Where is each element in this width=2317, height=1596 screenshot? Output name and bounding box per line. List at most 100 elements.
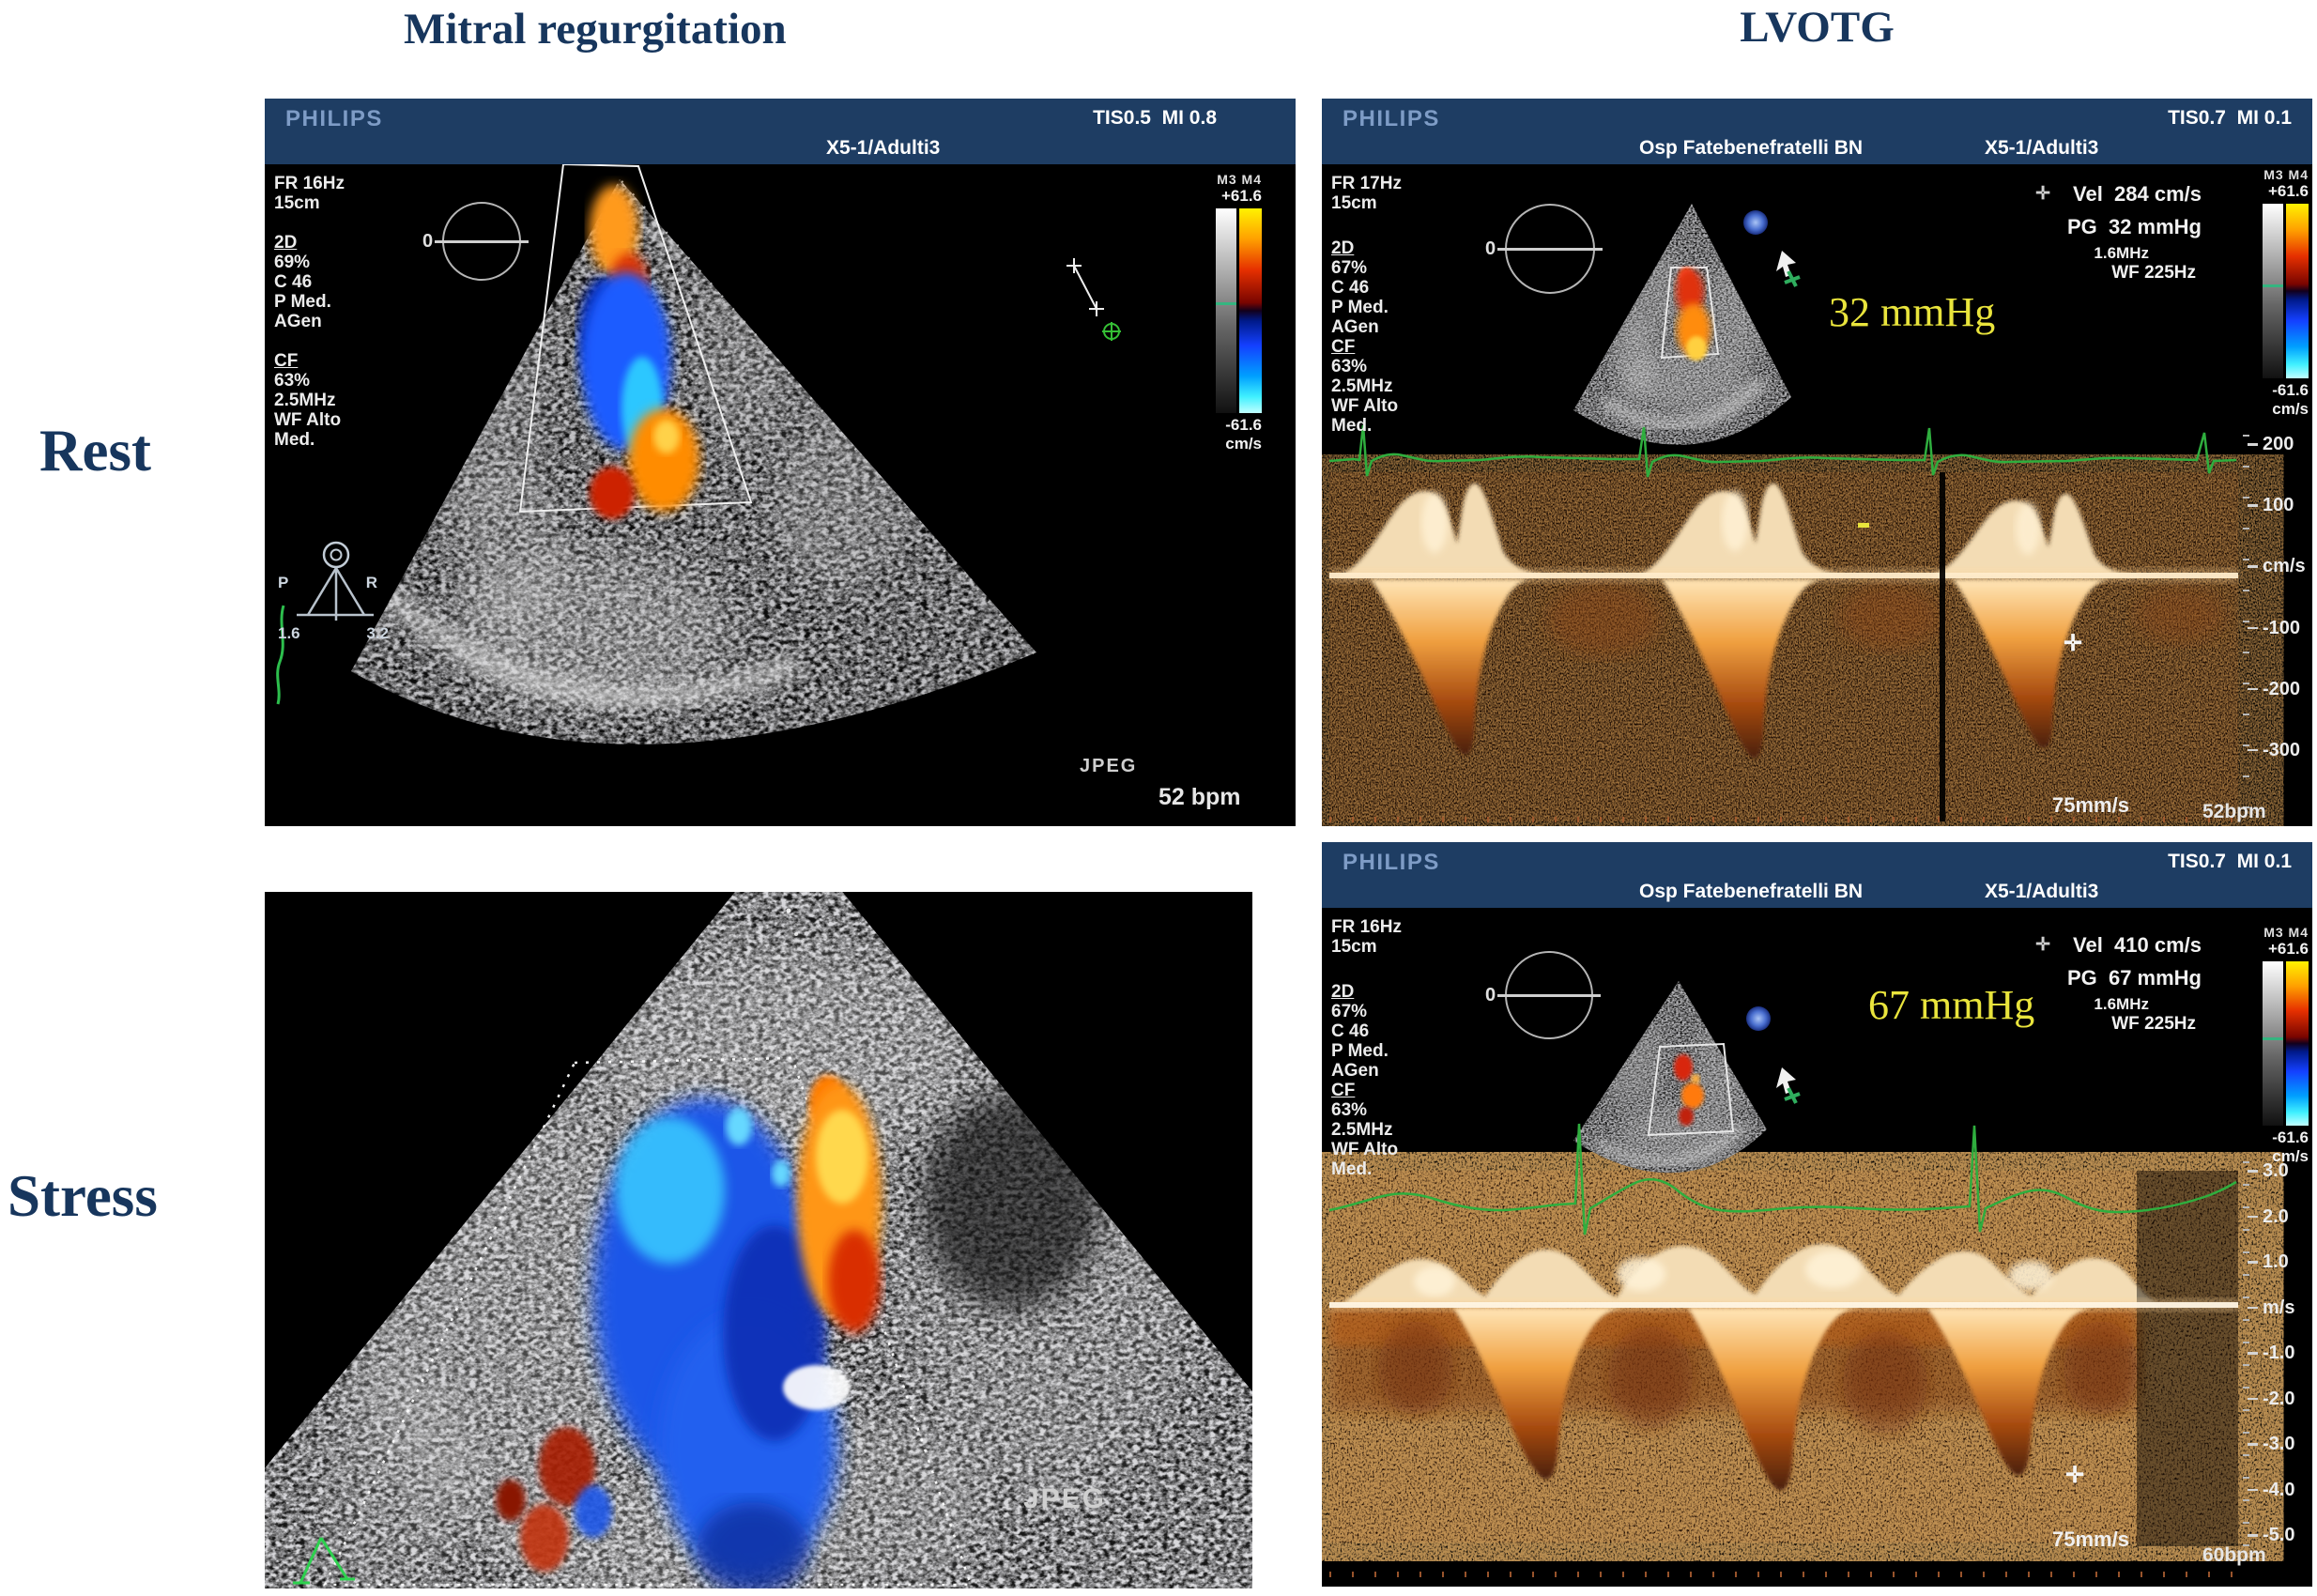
heart-rate-readout: 52 bpm (1158, 784, 1241, 810)
mode-2d-label: 2D (1331, 238, 1355, 258)
ecg-trace (1328, 424, 2237, 478)
gradient-annotation: 32 mmHg (1829, 289, 1996, 335)
column-header-mitral-regurgitation: Mitral regurgitation (404, 5, 787, 54)
orientation-zero: 0 (1485, 984, 1496, 1005)
wall-filter: WF 225Hz (2111, 263, 2196, 283)
hospital-name: Osp Fatebenefratelli BN (1639, 881, 1864, 902)
echo-panel-rest-lvotg: PHILIPS TIS0.7 MI 0.1 Osp Fatebenefratel… (1322, 99, 2312, 826)
cursor-cross-icon: ✛ (2064, 631, 2083, 656)
color-doppler-jet (1676, 268, 1711, 361)
ecg-trace (1328, 1123, 2237, 1235)
depth: 15cm (1331, 193, 1377, 213)
color-scale-bar: M3 M4 +61.6 -61.6 cm/s (2263, 925, 2309, 1165)
probe-preset-label: X5-1/Adulti3 (826, 137, 941, 159)
orientation-sphere-icon (1743, 210, 1768, 235)
spectral-doppler-display (1329, 1171, 2238, 1577)
cursor-arrow-icon (1776, 251, 1801, 287)
minor-scale-ticks (2243, 1161, 2249, 1551)
philips-logo: PHILIPS (1343, 850, 1440, 875)
cursor-arrow-icon (1776, 1067, 1801, 1104)
gradient-annotation: 67 mmHg (1868, 982, 2035, 1028)
color-scale-bar: M3 M4 +61.6 -61.6 cm/s (1216, 172, 1262, 453)
depth: 15cm (274, 193, 320, 213)
row-label-rest: Rest (39, 418, 151, 483)
acquisition-settings: FR 17Hz 15cm 2D 67% C 46 P Med. AGen CF … (1331, 174, 1402, 436)
grayscale-bar (1216, 208, 1236, 413)
minor-scale-ticks (2243, 435, 2249, 810)
frame-rate: FR 16Hz (1331, 917, 1402, 937)
acquisition-settings: FR 16Hz 15cm 2D 69% C 46 P Med. AGen CF … (274, 174, 345, 450)
mode-2d-label: 2D (274, 233, 298, 253)
jpeg-format-label: JPEG (1023, 1483, 1107, 1514)
orientation-circle-icon (1497, 951, 1602, 1039)
probe-orientation-widget: 0 (1485, 951, 1602, 1039)
sweep-speed-label: 75mm/s (2052, 1527, 2129, 1551)
caliper-icon (297, 541, 374, 621)
rest-mr-ultrasound-image (276, 162, 1121, 744)
sector-edge-dots (621, 180, 1036, 655)
stress-lvotg-ultrasound-image (1328, 981, 2238, 1577)
color-roi-box-dashed (323, 1056, 973, 1587)
machine-header-bar: PHILIPS TIS0.7 MI 0.1 Osp Fatebenefratel… (1322, 842, 2312, 908)
grayscale-bar (2263, 961, 2283, 1126)
orientation-circle-icon (1497, 204, 1603, 294)
color-roi-box (518, 162, 753, 514)
velocity-scale: 3.0 2.0 1.0 m/s -1.0 -2.0 -3.0 -4.0 -5.0 (2248, 1161, 2308, 1544)
doppler-frequency: 1.6MHz (2094, 995, 2149, 1013)
acquisition-settings: FR 16Hz 15cm 2D 67% C 46 P Med. AGen CF … (1331, 917, 1402, 1179)
doppler-measurements: ✛ Vel 410 cm/s PG 67 mmHg 1.6MHz WF 225Hz (2035, 928, 2202, 1034)
heart-rate-readout: 52bpm (2202, 801, 2266, 822)
probe-preset-label: X5-1/Adulti3 (1985, 137, 2099, 159)
apex-marker-dot (786, 908, 791, 913)
probe-preset-label: X5-1/Adulti3 (1985, 881, 2099, 902)
jpeg-format-label: JPEG (1080, 756, 1138, 776)
echo-panel-rest-mitral-regurgitation: PHILIPS TIS0.5 MI 0.8 X5-1/Adulti3 FR 16… (265, 99, 1296, 826)
tis-mi-readout: TIS0.7 MI 0.1 (2168, 851, 2292, 872)
velocity-colorbar (1239, 208, 1262, 413)
wall-filter: WF 225Hz (2111, 1014, 2196, 1034)
spectral-doppler-display (1329, 472, 2238, 822)
cursor-cross-icon: ✛ (2065, 1463, 2085, 1488)
pressure-gradient-readout: PG 32 mmHg (2066, 215, 2202, 238)
color-doppler-jet (496, 1075, 882, 1588)
depth: 15cm (1331, 937, 1377, 957)
velocity-colorbar (2286, 961, 2309, 1126)
tis-mi-readout: TIS0.7 MI 0.1 (2168, 107, 2292, 129)
machine-header-bar: PHILIPS TIS0.5 MI 0.8 X5-1/Adulti3 (265, 99, 1296, 164)
mode-cf-label: CF (1331, 1081, 1356, 1100)
hospital-name: Osp Fatebenefratelli BN (1639, 137, 1864, 159)
row-label-stress: Stress (8, 1163, 158, 1229)
color-roi-box (1647, 1042, 1735, 1137)
green-caliper-icon (293, 1537, 355, 1585)
stress-mr-ultrasound-image (265, 892, 1252, 1588)
velocity-readout: Vel 410 cm/s (2073, 933, 2202, 957)
doppler-measurements: ✛ Vel 284 cm/s PG 32 mmHg 1.6MHz WF 225Hz (2035, 177, 2202, 283)
mode-cf-label: CF (1331, 337, 1356, 357)
tis-mi-readout: TIS0.5 MI 0.8 (1093, 107, 1217, 129)
orientation-circle-icon (435, 202, 529, 281)
orientation-zero: 0 (1485, 238, 1496, 259)
color-doppler-jet (579, 185, 699, 519)
column-header-lvotg: LVOTG (1740, 3, 1895, 52)
mode-2d-label: 2D (1331, 982, 1355, 1002)
probe-orientation-widget: 0 (422, 202, 529, 281)
sample-volume-icon: ✛ (2035, 935, 2050, 955)
orientation-sphere-icon (1746, 1006, 1771, 1031)
philips-logo: PHILIPS (1343, 106, 1440, 131)
velocity-scale: 200 100 cm/s -100 -200 -300 (2248, 435, 2308, 760)
color-doppler-jet (1674, 1054, 1704, 1126)
frame-rate: FR 16Hz (274, 174, 345, 193)
velocity-colorbar (2286, 204, 2309, 378)
sample-volume-icon: ✛ (2035, 184, 2050, 204)
apex-marker-dot (794, 932, 798, 936)
sweep-speed-label: 75mm/s (2052, 793, 2129, 817)
measure-caliper-marks (1066, 258, 1121, 341)
mode-cf-label: CF (274, 351, 299, 371)
doppler-frequency: 1.6MHz (2094, 244, 2149, 262)
ecg-marker-dash (1858, 523, 1869, 528)
rest-lvotg-ultrasound-image (1328, 204, 2238, 822)
sweep-segment-divider (1940, 472, 1945, 821)
echo-panel-stress-mitral-regurgitation: JPEG (265, 892, 1252, 1588)
heart-rate-readout: 60bpm (2202, 1544, 2266, 1566)
color-roi-box (1660, 267, 1720, 360)
